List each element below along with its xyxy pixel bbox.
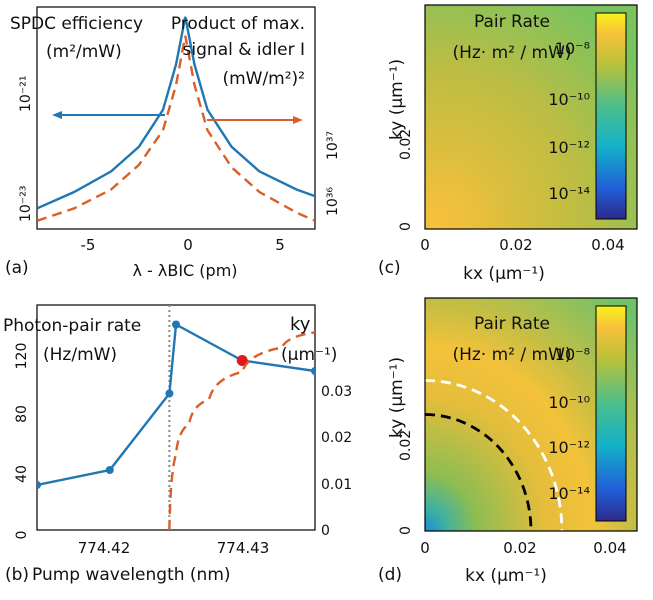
panel-b-xtick-0: 774.42 [78,539,131,557]
panel-b-xlabel: Pump wavelength (nm) [32,565,231,585]
panel-a-yleft-tick-1: 10⁻²¹ [18,76,34,112]
panel-c-ylabel: ky (μm⁻¹) [387,59,407,140]
panel-c-xtick-0: 0 [420,236,430,254]
panel-d-cbar-tick-1: 10⁻¹⁰ [548,393,590,412]
panel-c-xtick-2: 0.04 [591,236,624,254]
panel-a-series-0-line [37,16,315,210]
panel-a-series [37,16,315,222]
panel-d-frame [424,297,638,532]
panel-b-yleft-tick-3: 120 [14,343,30,370]
panel-d-xtick-1: 0.02 [503,539,536,557]
panel-c-ytick-1: 0.02 [398,129,414,160]
panel-b-yleft-tick-2: 80 [14,405,30,423]
panel-d: Pair Rate (Hz· m² / mW) 10⁻⁸ 10⁻¹⁰ 10⁻¹²… [378,297,638,586]
panel-d-ytick-1: 0.02 [398,430,414,461]
panel-b-tag: (b) [5,565,29,585]
panel-d-title-line2: (Hz· m² / mW) [452,345,571,365]
panel-b-yleft-tick-0: 0 [14,531,30,540]
panel-c-ytick-0: 0 [398,222,414,231]
panel-a-yright-tick-1: 10³⁷ [325,131,341,160]
panel-b-right-label-line2: (μm⁻¹) [281,345,337,365]
panel-a-right-label-line2: signal & idler I [183,40,305,60]
panel-c-title-line2: (Hz· m² / mW) [452,43,571,63]
panel-c-title-line1: Pair Rate [474,12,550,32]
panel-b-series-0-line [37,322,315,487]
panel-a-right-arrowhead [293,116,303,124]
panel-d-colorbar [595,305,627,522]
panel-b-yleft-tick-1: 40 [14,465,30,483]
panel-a-xtick-1: 0 [183,236,193,254]
panel-b-selected-point [236,355,248,366]
panel-d-contours [425,379,564,531]
panel-a: SPDC efficiency (m²/mW) Product of max. … [5,6,341,280]
panel-a-left-label-line2: (m²/mW) [46,42,122,62]
panel-a-left-label-line1: SPDC efficiency [10,14,143,34]
panel-d-title-line1: Pair Rate [474,314,550,334]
panel-c-colorbar [595,12,627,220]
panel-d-contour-0 [425,379,564,531]
panel-c-cbar-tick-0: 10⁻⁸ [555,39,590,58]
panel-a-tag: (a) [5,258,29,278]
panel-a-yright-tick-0: 10³⁶ [325,187,341,216]
panel-c-cbar-tick-1: 10⁻¹⁰ [548,90,590,109]
panel-b-frame [36,304,316,531]
panel-b: Photon-pair rate (Hz/mW) ky (μm⁻¹) 0 40 … [3,304,352,585]
panel-a-yleft-tick-0: 10⁻²³ [18,186,34,222]
panel-a-xtick-0: -5 [81,236,96,254]
panel-b-yright-tick-3: 0.03 [321,384,352,400]
panel-c: Pair Rate (Hz· m² / mW) 10⁻⁸ 10⁻¹⁰ 10⁻¹²… [378,4,638,284]
panel-b-left-label-line1: Photon-pair rate [3,316,141,336]
panel-d-cbar-tick-0: 10⁻⁸ [555,345,590,364]
panel-a-right-label-line1: Product of max. [171,14,305,34]
panel-c-cbar-tick-2: 10⁻¹² [548,138,590,157]
panel-b-yright-tick-2: 0.02 [321,430,352,446]
panel-d-tag: (d) [378,565,402,585]
panel-d-xtick-2: 0.04 [593,539,626,557]
panel-a-series-1-line [37,35,315,222]
panel-d-cbar-tick-2: 10⁻¹² [548,438,590,457]
panel-b-point-3 [172,320,180,329]
panel-c-tag: (c) [378,258,401,278]
panel-c-xlabel: kx (μm⁻¹) [463,264,545,284]
panel-a-right-label-line3: (mW/m²)² [222,69,305,89]
panel-b-point-2 [165,389,174,398]
panel-d-xtick-0: 0 [420,539,430,557]
panel-d-xlabel: kx (μm⁻¹) [465,566,547,586]
panel-b-point-0 [37,481,41,489]
panel-b-right-label-line1: ky [290,314,311,335]
panel-c-cbar-tick-3: 10⁻¹⁴ [548,184,590,203]
panel-c-frame [424,4,638,230]
panel-b-series [37,320,315,530]
panel-a-xlabel: λ - λBIC (pm) [132,261,237,280]
panel-b-point-5 [311,367,315,375]
panel-b-xtick-1: 774.43 [217,539,270,557]
panel-c-xtick-1: 0.02 [499,236,532,254]
panel-d-ylabel: ky (μm⁻¹) [387,357,407,438]
panel-d-ytick-0: 0 [398,526,414,535]
panel-a-xtick-2: 5 [275,236,285,254]
panel-b-yright-tick-1: 0.01 [321,477,352,493]
panel-a-frame [36,6,316,230]
panel-b-left-label-line2: (Hz/mW) [43,345,117,365]
panel-a-left-arrowhead [52,111,62,119]
panel-b-yright-tick-0: 0 [321,523,330,539]
panel-b-point-1 [105,466,114,474]
panel-d-cbar-tick-3: 10⁻¹⁴ [548,484,590,503]
panel-d-contour-1 [425,413,533,531]
